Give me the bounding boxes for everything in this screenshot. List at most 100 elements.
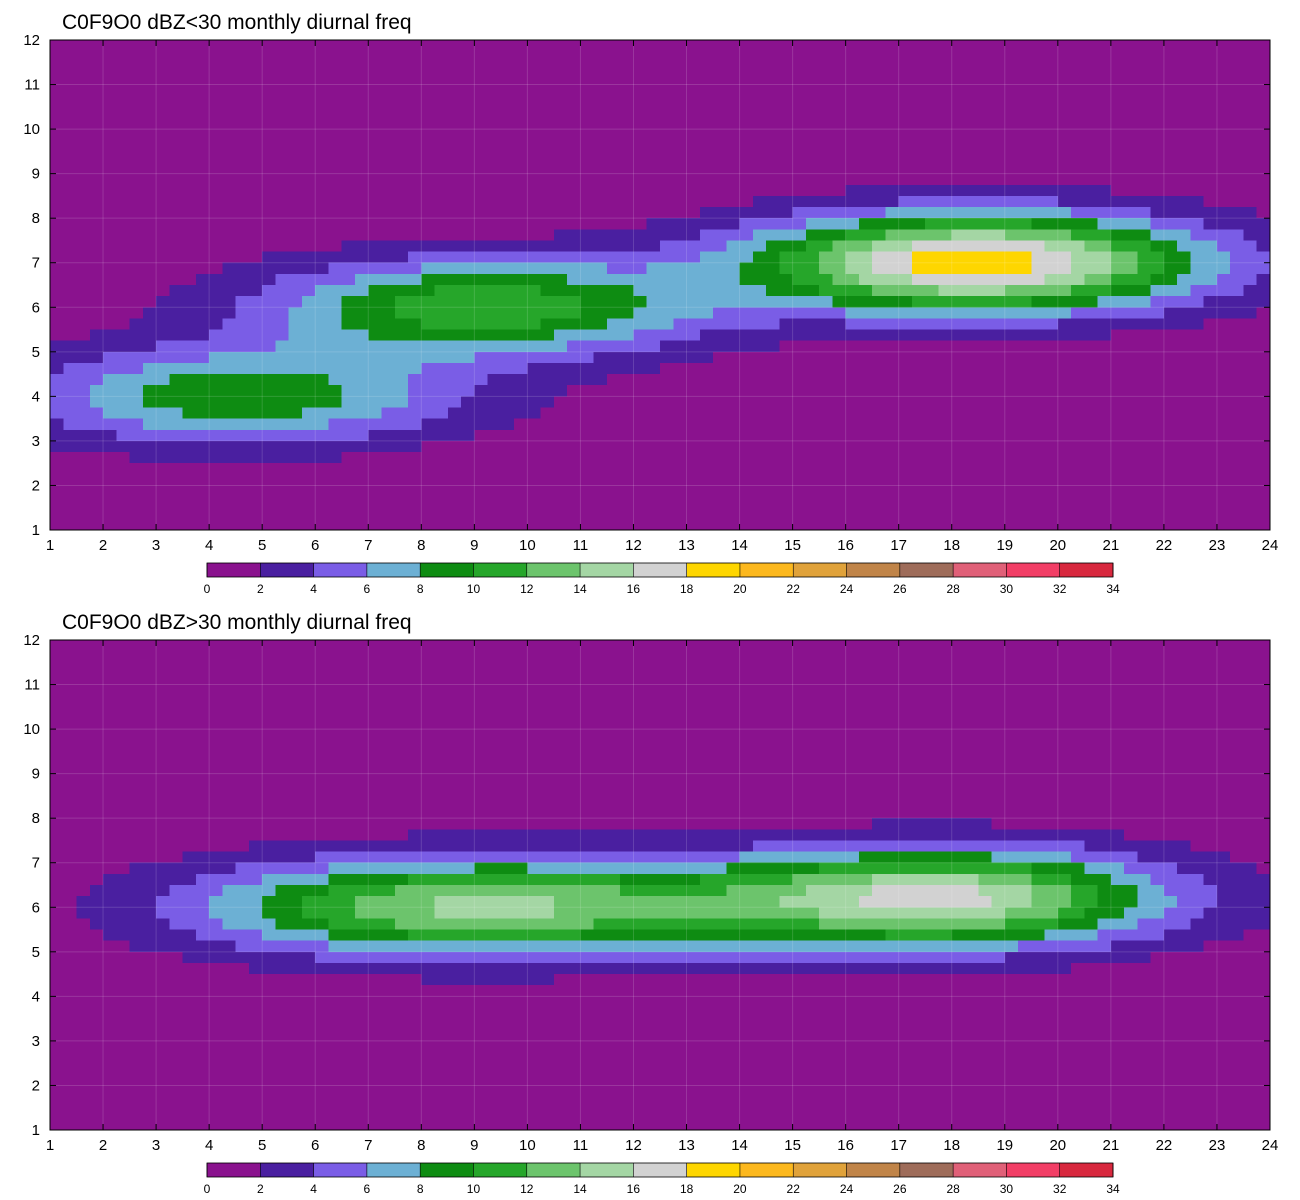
y-tick-label: 8 bbox=[32, 210, 40, 227]
colorbar-label: 22 bbox=[787, 582, 801, 596]
x-tick-label: 9 bbox=[470, 1137, 478, 1154]
x-tick-label: 24 bbox=[1262, 537, 1279, 554]
x-tick-label: 10 bbox=[519, 1137, 536, 1154]
colorbar-swatch bbox=[846, 563, 901, 577]
plot-frame bbox=[49, 639, 1271, 1131]
colorbar: 0 2 4 6 8 10 12 14 16 18 20 22 24 26 28 30 32 34 bbox=[204, 562, 1120, 596]
x-tick-label: 6 bbox=[311, 1137, 319, 1154]
x-tick-label: 16 bbox=[837, 537, 854, 554]
y-tick-label: 9 bbox=[32, 766, 40, 783]
y-tick-label: 9 bbox=[32, 166, 40, 183]
colorbar-swatch bbox=[473, 563, 528, 577]
colorbar-swatch bbox=[739, 563, 794, 577]
colorbar-label: 28 bbox=[946, 1182, 960, 1196]
x-axis: 1 2 3 4 5 6 7 8 9 10 11 12 13 14 15 16 17 18 19 20 21 22 23 24 bbox=[46, 640, 1278, 1154]
colorbar-label: 14 bbox=[573, 582, 587, 596]
x-tick-label: 12 bbox=[625, 1137, 642, 1154]
y-tick-label: 11 bbox=[24, 77, 40, 94]
x-tick-label: 2 bbox=[99, 1137, 107, 1154]
colorbar-swatch bbox=[260, 1163, 315, 1177]
x-tick-label: 12 bbox=[625, 537, 642, 554]
colorbar-swatch bbox=[846, 1163, 901, 1177]
colorbar-label: 32 bbox=[1053, 1182, 1067, 1196]
colorbar-label: 30 bbox=[1000, 1182, 1014, 1196]
y-tick-label: 2 bbox=[32, 477, 40, 494]
colorbar-swatch bbox=[313, 1163, 368, 1177]
colorbar-label: 20 bbox=[733, 582, 747, 596]
y-tick-label: 10 bbox=[23, 721, 40, 738]
colorbar-label: 8 bbox=[417, 582, 424, 596]
x-axis: 1 2 3 4 5 6 7 8 9 10 11 12 13 14 15 16 17 18 19 20 21 22 23 24 bbox=[46, 40, 1279, 554]
x-tick-label: 19 bbox=[996, 1137, 1013, 1154]
x-tick-label: 2 bbox=[99, 537, 107, 554]
x-tick-label: 21 bbox=[1103, 1137, 1120, 1154]
x-tick-label: 19 bbox=[996, 537, 1013, 554]
y-tick-label: 1 bbox=[32, 522, 40, 539]
x-tick-label: 22 bbox=[1156, 1137, 1173, 1154]
contour-field bbox=[50, 640, 1271, 1131]
colorbar-swatch bbox=[1059, 1163, 1114, 1177]
colorbar-swatch bbox=[633, 563, 688, 577]
contour-field bbox=[50, 40, 1271, 531]
x-tick-label: 11 bbox=[573, 1137, 589, 1154]
colorbar-swatch bbox=[473, 1163, 528, 1177]
x-tick-label: 18 bbox=[943, 537, 960, 554]
y-tick-label: 11 bbox=[24, 677, 40, 694]
colorbar-swatch bbox=[1006, 1163, 1061, 1177]
x-tick-label: 9 bbox=[470, 537, 478, 554]
colorbar-label: 6 bbox=[364, 582, 371, 596]
colorbar-swatch bbox=[1059, 563, 1114, 577]
colorbar-label: 16 bbox=[627, 1182, 641, 1196]
colorbar-label: 10 bbox=[467, 1182, 481, 1196]
colorbar-swatch bbox=[207, 1163, 261, 1177]
colorbar-swatch bbox=[207, 563, 261, 577]
x-tick-label: 3 bbox=[152, 537, 160, 554]
colorbar-label: 16 bbox=[627, 582, 641, 596]
x-tick-label: 7 bbox=[364, 1137, 372, 1154]
colorbar-label: 30 bbox=[1000, 582, 1014, 596]
colorbar-label: 6 bbox=[364, 1182, 371, 1196]
x-tick-label: 1 bbox=[46, 1137, 54, 1154]
y-tick-label: 8 bbox=[32, 810, 40, 827]
x-tick-label: 4 bbox=[205, 537, 213, 554]
colorbar-label: 24 bbox=[840, 582, 854, 596]
colorbar-label: 24 bbox=[840, 1182, 854, 1196]
grid bbox=[49, 639, 1271, 1131]
y-tick-label: 3 bbox=[32, 433, 40, 450]
x-tick-label: 8 bbox=[417, 537, 425, 554]
colorbar-label: 10 bbox=[467, 582, 481, 596]
contour-chart-bottom: 1 2 3 4 5 6 7 8 9 10 11 12 13 14 15 16 17 18 19 20 21 22 23 241… bbox=[23, 632, 1278, 1196]
x-tick-label: 1 bbox=[46, 537, 54, 554]
x-tick-label: 15 bbox=[784, 1137, 801, 1154]
colorbar-swatch bbox=[313, 563, 368, 577]
colorbar-label: 2 bbox=[257, 1182, 264, 1196]
y-tick-label: 1 bbox=[32, 1122, 40, 1139]
x-tick-label: 14 bbox=[731, 1137, 748, 1154]
colorbar-swatch bbox=[420, 563, 474, 577]
colorbar-swatch bbox=[526, 1163, 581, 1177]
colorbar-label: 0 bbox=[204, 582, 211, 596]
x-tick-label: 23 bbox=[1209, 1137, 1226, 1154]
x-tick-label: 10 bbox=[519, 537, 536, 554]
x-tick-label: 18 bbox=[943, 1137, 960, 1154]
x-tick-label: 3 bbox=[152, 1137, 160, 1154]
x-tick-label: 22 bbox=[1156, 537, 1173, 554]
colorbar-swatch bbox=[580, 1163, 634, 1177]
colorbar-swatch bbox=[953, 563, 1007, 577]
colorbar-label: 12 bbox=[520, 1182, 534, 1196]
colorbar-swatch bbox=[1006, 563, 1061, 577]
x-tick-label: 20 bbox=[1049, 1137, 1066, 1154]
y-tick-label: 6 bbox=[32, 299, 40, 316]
x-tick-label: 8 bbox=[417, 1137, 425, 1154]
colorbar-swatch bbox=[366, 563, 421, 577]
colorbar-label: 32 bbox=[1053, 582, 1067, 596]
colorbar-swatch bbox=[686, 1163, 741, 1177]
colorbar-label: 34 bbox=[1106, 582, 1120, 596]
x-tick-label: 14 bbox=[731, 537, 748, 554]
x-tick-label: 5 bbox=[258, 1137, 266, 1154]
colorbar-label: 34 bbox=[1106, 1182, 1120, 1196]
y-tick-label: 6 bbox=[32, 899, 40, 916]
y-tick-label: 3 bbox=[32, 1033, 40, 1050]
y-tick-label: 2 bbox=[32, 1077, 40, 1094]
colorbar-label: 4 bbox=[310, 1182, 317, 1196]
